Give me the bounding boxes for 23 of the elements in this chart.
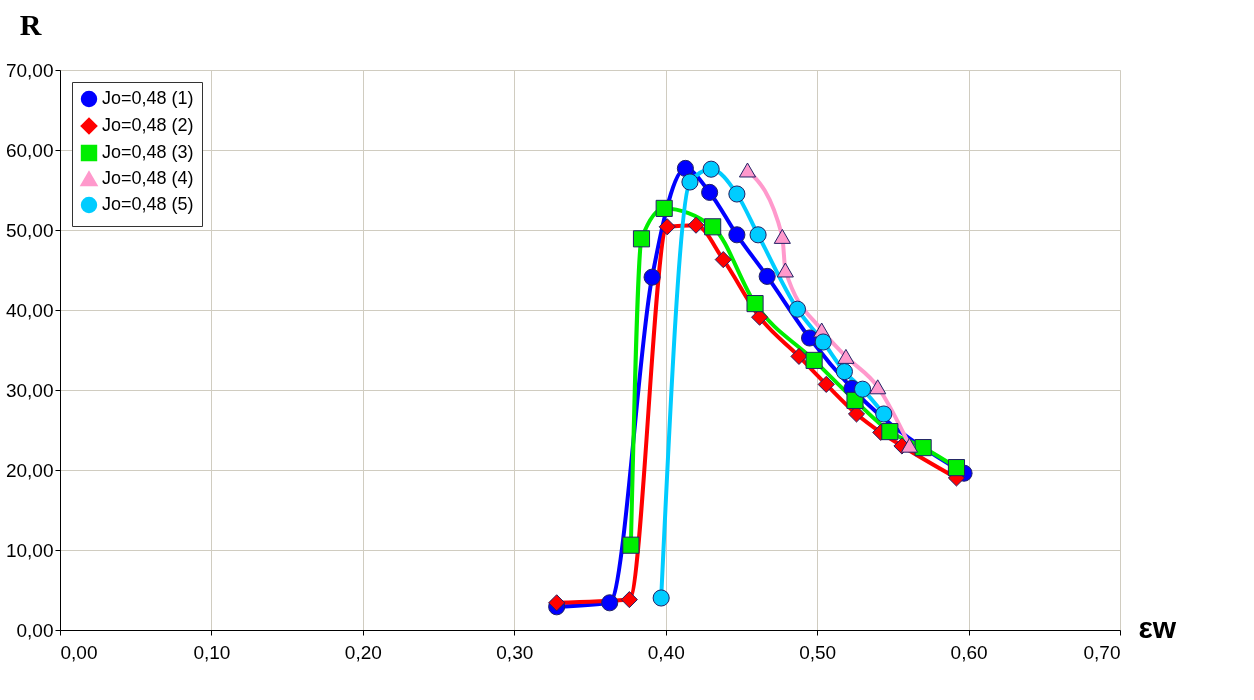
y-tick-label: 0,00 — [16, 619, 54, 641]
legend-label: Jo=0,48 (5) — [102, 194, 194, 214]
x-tick-label: 0,20 — [344, 641, 382, 663]
x-tick-label: 0,40 — [647, 641, 685, 663]
y-tick-label: 30,00 — [5, 379, 54, 401]
y-tick-label: 60,00 — [5, 139, 54, 161]
x-tick-label: 0,10 — [193, 641, 231, 663]
y-tick-label: 40,00 — [5, 299, 54, 321]
x-tick-label: 0,50 — [799, 641, 837, 663]
legend-label: Jo=0,48 (2) — [102, 115, 194, 135]
x-axis-title: εw — [1138, 610, 1177, 644]
x-tick-label: 0,70 — [1083, 641, 1121, 663]
y-tick-label: 10,00 — [5, 539, 54, 561]
y-tick-label: 50,00 — [5, 219, 54, 241]
y-tick-label: 20,00 — [5, 459, 54, 481]
legend-label: Jo=0,48 (3) — [102, 142, 194, 162]
x-tick-label: 0,30 — [496, 641, 534, 663]
y-tick-label: 70,00 — [5, 59, 54, 81]
x-tick-label: 0,60 — [950, 641, 988, 663]
legend-label: Jo=0,48 (4) — [102, 168, 194, 188]
x-tick-label: 0,00 — [60, 641, 98, 663]
legend-label: Jo=0,48 (1) — [102, 88, 194, 108]
y-axis-title: R — [19, 7, 42, 41]
